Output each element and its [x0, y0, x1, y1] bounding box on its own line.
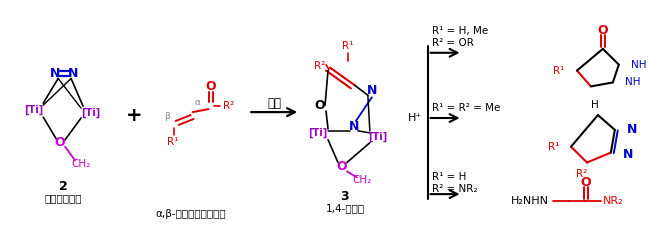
Text: R² = NR₂: R² = NR₂	[431, 184, 477, 194]
Text: 室温: 室温	[267, 97, 281, 110]
Text: N: N	[50, 67, 60, 80]
Text: R¹ = H, Me: R¹ = H, Me	[431, 26, 488, 36]
Text: R²: R²	[314, 61, 326, 71]
Text: O: O	[581, 176, 591, 189]
Text: R¹ = H: R¹ = H	[431, 172, 466, 182]
Text: R¹: R¹	[342, 41, 354, 51]
Text: O: O	[55, 136, 66, 149]
Text: [Ti]: [Ti]	[81, 108, 100, 118]
Text: CH₂: CH₂	[352, 175, 371, 185]
Text: N: N	[627, 123, 637, 136]
Text: O: O	[598, 24, 608, 36]
Text: N: N	[623, 148, 633, 161]
Text: 3: 3	[340, 190, 349, 203]
Text: N: N	[366, 84, 377, 97]
Text: R¹: R¹	[553, 66, 564, 76]
Text: R² = OR: R² = OR	[431, 38, 474, 48]
Text: [Ti]: [Ti]	[308, 128, 328, 138]
Text: 1,4-付加体: 1,4-付加体	[326, 203, 364, 213]
Text: NR₂: NR₂	[602, 196, 623, 206]
Text: R¹: R¹	[167, 137, 178, 147]
Text: [Ti]: [Ti]	[369, 132, 387, 142]
Text: O: O	[336, 160, 347, 173]
Text: [Ti]: [Ti]	[23, 105, 43, 115]
Text: β: β	[164, 112, 170, 120]
Text: +: +	[125, 106, 142, 125]
Text: R¹ = R² = Me: R¹ = R² = Me	[431, 103, 500, 113]
Text: R²: R²	[223, 101, 234, 111]
Text: R²: R²	[576, 169, 588, 179]
Text: O: O	[315, 99, 326, 112]
Text: H: H	[591, 100, 599, 110]
Text: 2: 2	[59, 180, 68, 193]
Text: 二窒素化合物: 二窒素化合物	[44, 193, 82, 203]
Text: H⁺: H⁺	[407, 113, 421, 123]
Text: H₂NHN: H₂NHN	[511, 196, 549, 206]
Text: O: O	[205, 80, 216, 93]
Text: CH₂: CH₂	[72, 159, 90, 169]
Text: α: α	[194, 98, 200, 107]
Text: N: N	[348, 120, 359, 133]
Text: N: N	[68, 67, 78, 80]
Text: R¹: R¹	[547, 142, 559, 152]
Text: NH: NH	[625, 78, 641, 87]
Text: α,β-不飽和カルボニル: α,β-不飽和カルボニル	[155, 209, 226, 219]
Text: NH: NH	[630, 60, 647, 70]
